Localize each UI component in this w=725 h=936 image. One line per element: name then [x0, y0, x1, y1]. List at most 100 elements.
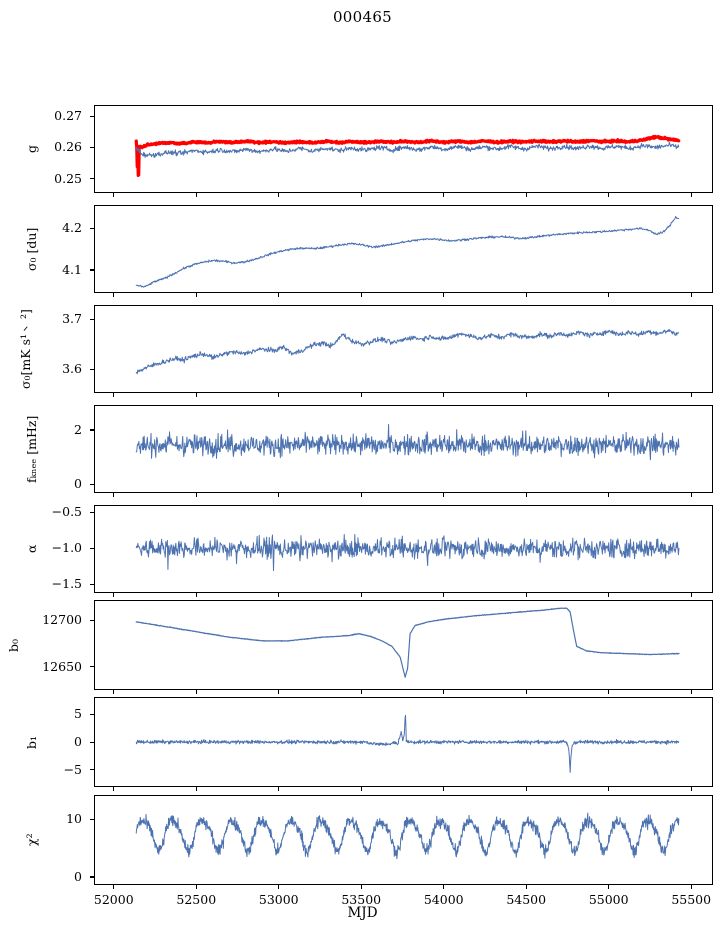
x-tick-label: 52000 — [93, 892, 134, 907]
y-tick-label: 3.7 — [62, 311, 82, 326]
x-tick-mark — [608, 493, 610, 497]
y-tick-mark — [90, 318, 94, 320]
x-tick-mark — [278, 393, 280, 397]
x-tick-mark — [608, 787, 610, 791]
x-tick-label: 53500 — [341, 892, 382, 907]
y-tick-mark — [90, 511, 94, 513]
x-tick-mark — [113, 593, 115, 597]
panel-sigma-0-mk-s-1-2 — [94, 305, 713, 393]
x-tick-mark — [690, 393, 692, 397]
x-tick-mark — [278, 293, 280, 297]
y-tick-label: 0.26 — [54, 139, 82, 155]
panel-plot-area — [95, 506, 712, 592]
y-axis-label: α — [24, 544, 39, 554]
panel-sigma-0-du — [94, 205, 713, 293]
x-axis-label: MJD — [347, 905, 378, 921]
x-tick-label: 54500 — [506, 892, 547, 907]
x-tick-mark — [443, 690, 445, 694]
panel-alpha — [94, 505, 713, 593]
x-tick-mark — [525, 393, 527, 397]
y-axis-label: b₀ — [6, 638, 21, 652]
y-axis-label: g — [24, 145, 39, 154]
x-tick-mark — [195, 293, 197, 297]
y-tick-mark — [90, 146, 94, 149]
panel-f-knee-mhz — [94, 405, 713, 493]
panel-plot-area — [95, 698, 712, 786]
y-tick-label: −0.5 — [51, 504, 82, 520]
x-tick-mark — [443, 293, 445, 297]
x-tick-mark — [690, 193, 692, 197]
panel-b-1 — [94, 697, 713, 787]
x-tick-label: 55500 — [671, 892, 712, 907]
y-tick-label: 0 — [74, 476, 82, 492]
x-tick-mark — [690, 293, 692, 297]
x-tick-mark — [278, 593, 280, 597]
y-tick-label: 4.1 — [62, 261, 82, 277]
x-tick-mark — [690, 690, 692, 694]
x-tick-mark — [195, 493, 197, 497]
figure-title: 000465 — [332, 8, 393, 26]
x-tick-mark — [113, 393, 115, 397]
x-tick-mark — [608, 393, 610, 397]
y-tick-label: −1.5 — [51, 576, 82, 592]
x-tick-mark — [113, 885, 115, 889]
x-tick-mark — [195, 885, 197, 889]
x-tick-mark — [525, 293, 527, 297]
x-tick-mark — [360, 885, 362, 889]
x-tick-mark — [360, 493, 362, 497]
x-tick-mark — [360, 293, 362, 297]
panel-b-0 — [94, 600, 713, 690]
x-tick-mark — [690, 493, 692, 497]
x-tick-mark — [525, 690, 527, 694]
y-tick-label: 0.25 — [54, 170, 82, 186]
y-tick-label: 5 — [74, 706, 82, 722]
x-tick-mark — [113, 193, 115, 197]
y-tick-mark — [90, 269, 94, 271]
x-tick-mark — [278, 787, 280, 791]
y-axis-label: σ₀ [du] — [24, 227, 39, 271]
panel-chi-2 — [94, 795, 713, 885]
y-axis-label: χ² — [24, 833, 39, 847]
x-tick-mark — [443, 593, 445, 597]
x-tick-mark — [525, 787, 527, 791]
x-tick-mark — [278, 193, 280, 197]
panel-plot-area — [95, 106, 712, 192]
x-tick-mark — [195, 193, 197, 197]
y-axis-label: b₁ — [24, 735, 39, 749]
y-axis-label: σ₀[mK s¹ᐟ²] — [18, 309, 33, 389]
x-tick-mark — [525, 593, 527, 597]
y-tick-mark — [90, 483, 94, 485]
x-tick-mark — [690, 787, 692, 791]
x-tick-mark — [360, 690, 362, 694]
x-tick-mark — [195, 690, 197, 694]
panel-g — [94, 105, 713, 193]
y-tick-label: −5 — [63, 761, 82, 777]
y-tick-mark — [90, 227, 94, 229]
x-tick-mark — [525, 885, 527, 889]
x-tick-mark — [113, 493, 115, 497]
y-tick-mark — [90, 547, 94, 549]
x-tick-mark — [360, 787, 362, 791]
y-tick-mark — [90, 769, 94, 771]
y-tick-mark — [90, 583, 94, 585]
x-tick-label: 52500 — [176, 892, 217, 907]
x-tick-mark — [360, 593, 362, 597]
y-tick-mark — [90, 429, 94, 431]
y-tick-label: −1.0 — [51, 540, 82, 556]
panel-plot-area — [95, 601, 712, 689]
x-tick-mark — [113, 690, 115, 694]
x-tick-mark — [608, 293, 610, 297]
y-tick-label: 4.2 — [62, 220, 82, 236]
y-tick-label: 12650 — [42, 658, 82, 674]
x-tick-mark — [608, 690, 610, 694]
x-tick-mark — [443, 393, 445, 397]
x-tick-mark — [608, 885, 610, 889]
x-tick-mark — [278, 885, 280, 889]
x-tick-mark — [443, 493, 445, 497]
y-tick-label: 10 — [66, 811, 82, 827]
x-tick-label: 54000 — [423, 892, 464, 907]
y-tick-mark — [90, 876, 94, 878]
panel-plot-area — [95, 206, 712, 292]
x-tick-mark — [443, 193, 445, 197]
panel-plot-area — [95, 406, 712, 492]
